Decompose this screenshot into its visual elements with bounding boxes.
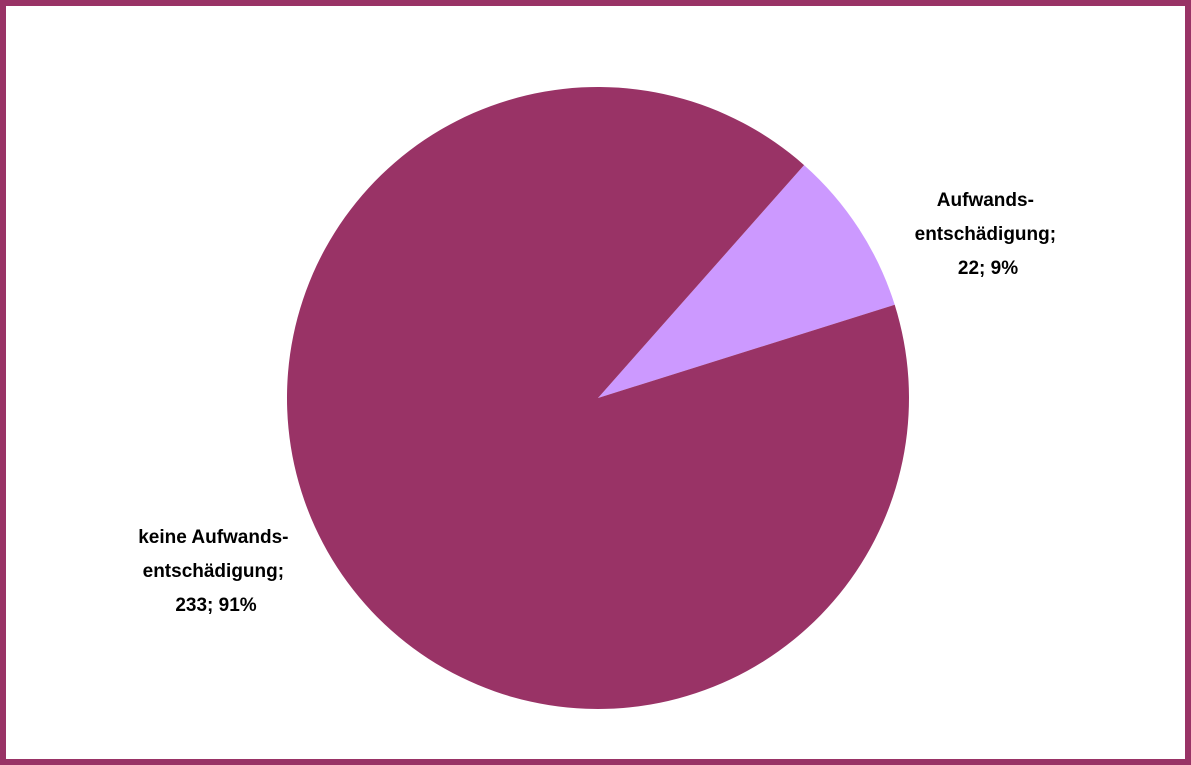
slice-label-line: entschädigung;	[143, 561, 284, 582]
pie-slices	[286, 86, 909, 709]
slice-label-line: 22; 9%	[958, 258, 1018, 279]
slice-label-line: keine Aufwands-	[138, 527, 288, 548]
slice-label-line: Aufwands-	[937, 190, 1034, 211]
slice-label-aufwandsentschaedigung: Aufwands- entschädigung; 22; 9%	[915, 190, 1062, 279]
slice-label-line: entschädigung;	[915, 224, 1056, 245]
pie-slice-keine-aufwandsentschaedigung	[286, 86, 909, 709]
slice-label-line: 233; 91%	[175, 595, 256, 616]
slice-label-keine-aufwandsentschaedigung: keine Aufwands- entschädigung; 233; 91%	[138, 527, 294, 616]
pie-slice-aufwandsentschaedigung	[598, 165, 895, 398]
